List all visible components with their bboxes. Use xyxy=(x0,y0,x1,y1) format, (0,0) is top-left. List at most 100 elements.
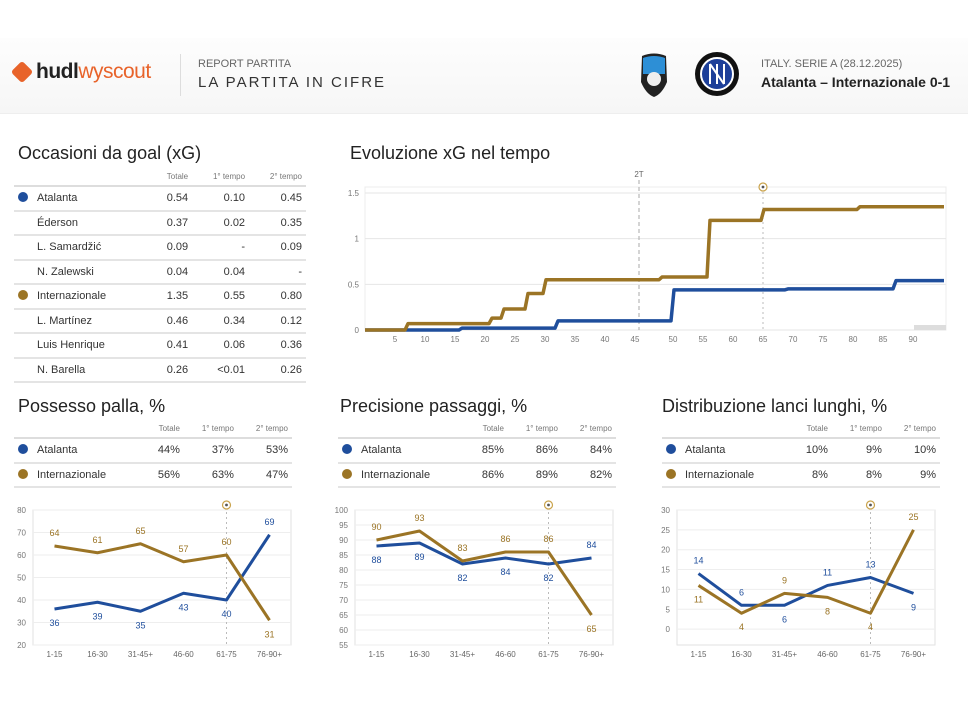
value-cell: 0.80 xyxy=(249,284,306,310)
value-cell: 0.54 xyxy=(150,186,193,212)
hudl-logo-icon xyxy=(10,60,34,84)
value-cell: 0.09 xyxy=(249,235,306,261)
y-tick-label: 0.5 xyxy=(348,280,360,289)
possession-title: Possesso palla, % xyxy=(18,396,166,416)
added-time-hatch xyxy=(914,325,946,330)
report-header: hudl wyscout REPORT PARTITA LA PARTITA IN… xyxy=(0,38,968,114)
xg-table: Totale 1° tempo 2° tempo Atalanta 0.54 0.10 0.… xyxy=(14,168,306,383)
x-tick-label: 46-60 xyxy=(173,650,194,659)
x-tick-label: 61-75 xyxy=(538,650,559,659)
column-header: Totale xyxy=(150,168,193,187)
row-name-cell: L. Martínez xyxy=(14,308,151,334)
y-tick-label: 10 xyxy=(661,585,670,594)
value-cell: 44% xyxy=(143,438,184,464)
value-cell: 9% xyxy=(831,438,886,464)
y-tick-label: 1 xyxy=(355,235,360,244)
data-label: 36 xyxy=(49,618,59,628)
x-tick-label: 35 xyxy=(571,335,580,344)
x-tick-label: 61-75 xyxy=(216,650,237,659)
value-cell: - xyxy=(249,259,306,285)
x-tick-label: 15 xyxy=(451,335,460,344)
team-color-dot-icon xyxy=(342,468,352,479)
goal-ball-icon xyxy=(221,500,232,510)
data-label: 11 xyxy=(823,567,832,577)
data-label: 9 xyxy=(782,575,787,585)
team-color-dot-icon xyxy=(18,290,28,301)
y-tick-label: 80 xyxy=(17,506,26,515)
x-tick-label: 70 xyxy=(789,335,798,344)
y-tick-label: 0 xyxy=(355,326,360,335)
row-name-cell: Éderson xyxy=(14,210,151,236)
x-tick-label: 90 xyxy=(909,335,918,344)
data-label: 86 xyxy=(500,534,510,544)
data-label: 8 xyxy=(825,606,830,616)
brand-light: wyscout xyxy=(78,60,151,83)
brand-bold: hudl xyxy=(36,60,79,83)
column-header: 1° tempo xyxy=(831,420,886,439)
table-header-row: Totale 1° tempo 2° tempo xyxy=(14,420,292,439)
y-tick-label: 60 xyxy=(339,626,348,635)
row-name: L. Samardžić xyxy=(37,241,102,254)
data-label: 4 xyxy=(739,622,744,632)
x-tick-label: 76-90+ xyxy=(257,650,282,659)
x-tick-label: 45 xyxy=(631,335,640,344)
y-tick-label: 20 xyxy=(661,546,670,555)
y-tick-label: 5 xyxy=(666,605,671,614)
value-cell: 0.37 xyxy=(150,210,193,236)
possession-table: Totale 1° tempo 2° tempo Atalanta 44% 37% 53% I… xyxy=(14,420,292,488)
x-tick-label: 1-15 xyxy=(690,650,707,659)
series-line-internazionale xyxy=(54,542,271,622)
divider xyxy=(180,54,181,96)
x-tick-label: 85 xyxy=(879,335,888,344)
row-name-cell: Atalanta xyxy=(662,438,792,464)
data-label: 11 xyxy=(694,594,703,604)
value-cell: 56% xyxy=(143,462,184,488)
x-tick-label: 50 xyxy=(669,335,678,344)
hudl-wyscout-logo: hudl wyscout xyxy=(10,60,151,84)
value-cell: 84% xyxy=(561,438,616,464)
series-line-internazionale xyxy=(376,529,593,616)
y-tick-label: 65 xyxy=(339,611,348,620)
x-tick-label: 1-15 xyxy=(368,650,385,659)
table-row: Atalanta 85% 86% 84% xyxy=(338,438,616,464)
row-name: Internazionale xyxy=(37,468,107,481)
data-label: 65 xyxy=(135,526,145,536)
table-row: Internazionale 86% 89% 82% xyxy=(338,462,616,488)
row-name: N. Barella xyxy=(37,363,86,376)
goal-ball-icon xyxy=(865,500,876,510)
data-label: 25 xyxy=(908,512,918,522)
data-label: 84 xyxy=(586,540,596,550)
table-row: Internazionale 56% 63% 47% xyxy=(14,462,292,488)
data-label: 89 xyxy=(414,552,424,562)
value-cell: <0.01 xyxy=(192,357,250,383)
x-tick-label: 25 xyxy=(511,335,520,344)
value-cell: 63% xyxy=(183,462,238,488)
series-line-atalanta xyxy=(376,541,592,566)
data-label: 88 xyxy=(371,555,381,565)
data-label: 82 xyxy=(543,573,553,583)
y-tick-label: 1.5 xyxy=(348,189,360,198)
data-label: 6 xyxy=(782,614,787,624)
y-tick-label: 85 xyxy=(339,551,348,560)
value-cell: 47% xyxy=(237,462,292,488)
x-tick-label: 31-45+ xyxy=(772,650,797,659)
value-cell: 8% xyxy=(831,462,886,488)
xg-chart-title: Evoluzione xG nel tempo xyxy=(350,143,551,163)
team-color-dot-icon xyxy=(342,444,352,455)
value-cell: 0.36 xyxy=(249,333,306,359)
y-tick-label: 20 xyxy=(17,641,26,650)
data-label: 61 xyxy=(92,535,102,545)
value-cell: 0.46 xyxy=(150,308,193,334)
data-label: 93 xyxy=(414,513,424,523)
y-tick-label: 40 xyxy=(17,596,26,605)
team-color-dot-icon xyxy=(18,468,28,479)
y-tick-label: 30 xyxy=(661,506,670,515)
column-header: 2° tempo xyxy=(885,420,940,439)
header-blank xyxy=(14,168,151,187)
data-label: 40 xyxy=(221,609,231,619)
x-tick-label: 65 xyxy=(759,335,768,344)
table-row: L. Samardžić 0.09-0.09 xyxy=(14,235,306,261)
x-tick-label: 80 xyxy=(849,335,858,344)
table-row: Éderson 0.37 0.02 0.35 xyxy=(14,210,306,236)
data-label: 35 xyxy=(135,620,145,630)
